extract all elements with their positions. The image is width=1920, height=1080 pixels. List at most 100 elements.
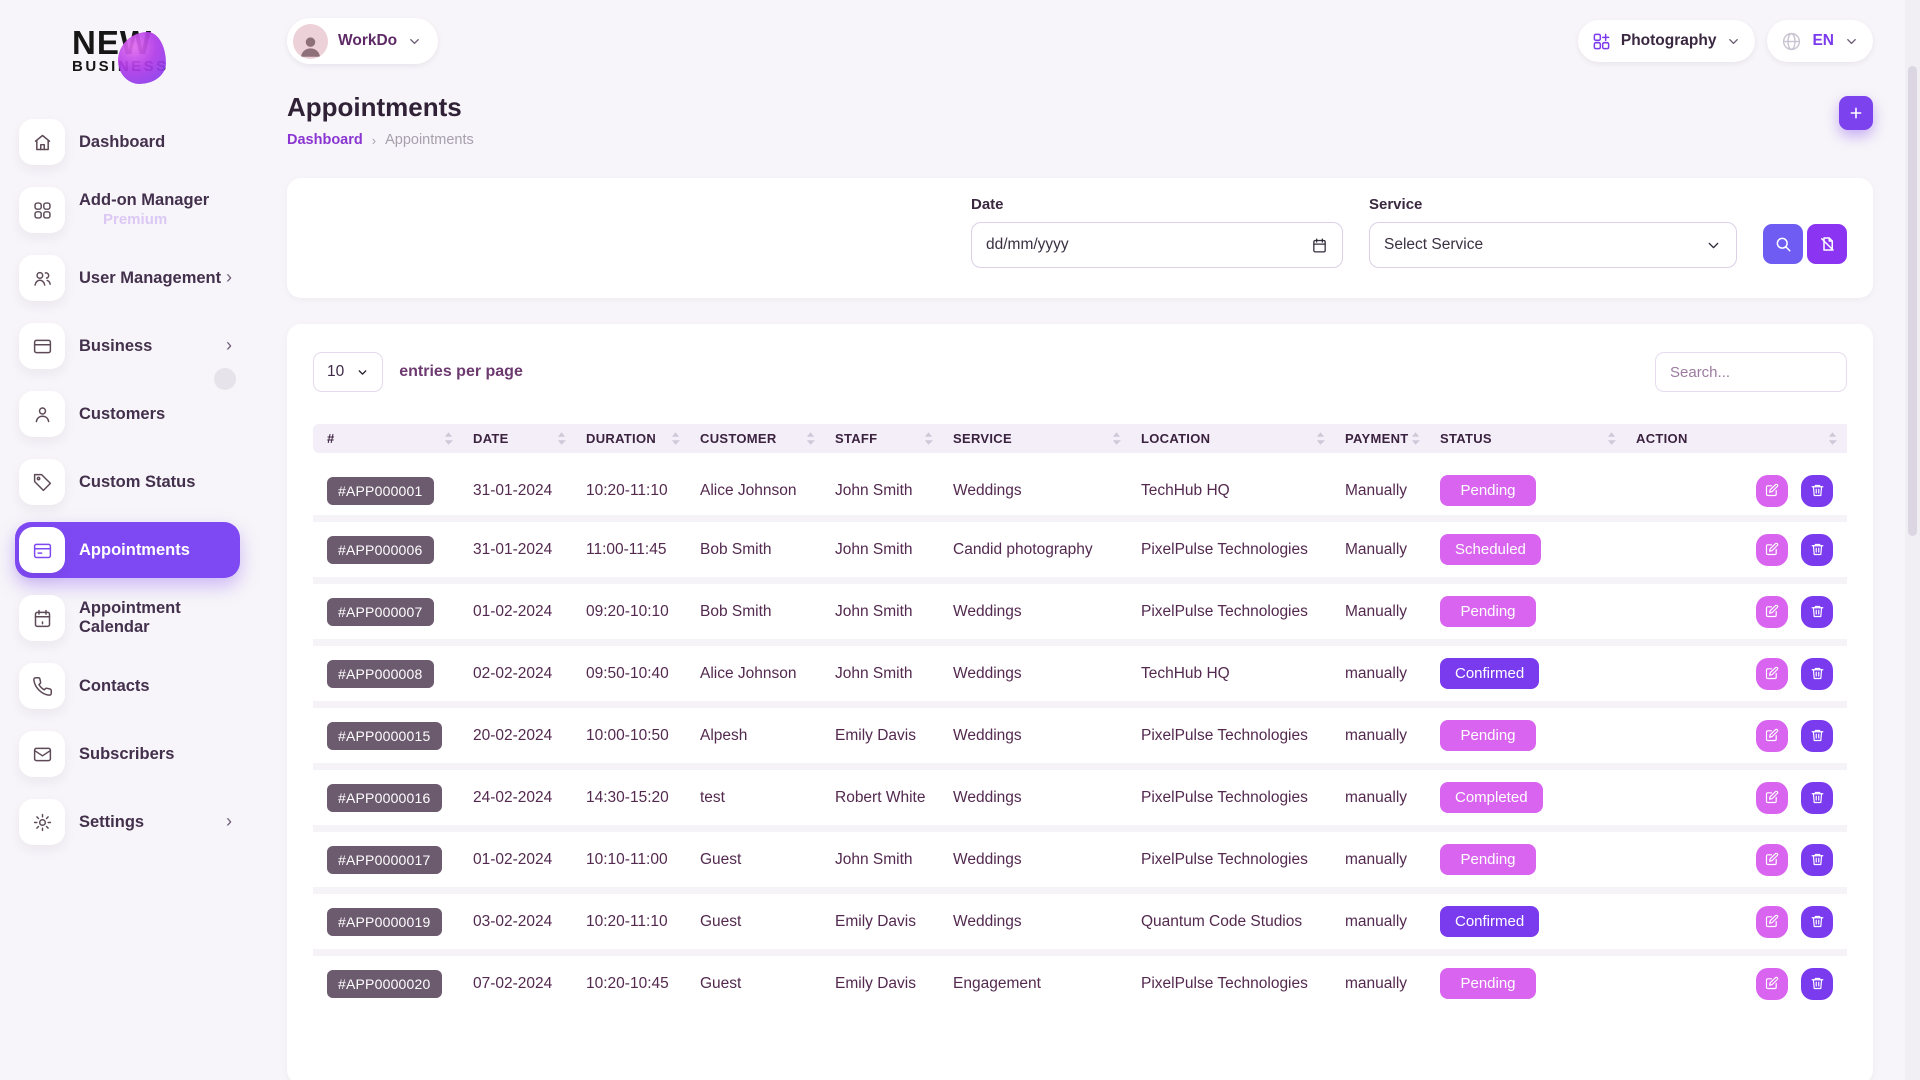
cell-duration: 10:20-11:10 bbox=[576, 453, 690, 515]
edit-button[interactable] bbox=[1756, 968, 1788, 1000]
cell-customer: Bob Smith bbox=[690, 577, 825, 639]
sort-icon[interactable] bbox=[1316, 431, 1325, 446]
home-icon bbox=[32, 132, 53, 153]
edit-button[interactable] bbox=[1756, 475, 1788, 507]
language-menu[interactable]: EN bbox=[1767, 20, 1873, 62]
delete-button[interactable] bbox=[1801, 720, 1833, 752]
sidebar-item-custom-status[interactable]: Custom Status › bbox=[15, 454, 240, 510]
workspace-menu[interactable]: Photography bbox=[1578, 20, 1756, 62]
delete-button[interactable] bbox=[1801, 906, 1833, 938]
service-filter-value: Select Service bbox=[1384, 236, 1483, 254]
delete-button[interactable] bbox=[1801, 475, 1833, 507]
table-search-input[interactable] bbox=[1655, 352, 1847, 392]
sidebar-item-business[interactable]: Business › bbox=[15, 318, 240, 374]
service-filter-select[interactable]: Select Service bbox=[1369, 222, 1737, 268]
cell-location: PixelPulse Technologies bbox=[1131, 701, 1335, 763]
mail-icon bbox=[32, 744, 53, 765]
edit-button[interactable] bbox=[1756, 782, 1788, 814]
edit-pencil-icon bbox=[1764, 604, 1779, 619]
sort-icon[interactable] bbox=[1112, 431, 1121, 446]
cell-staff: Emily Davis bbox=[825, 701, 943, 763]
cell-location: TechHub HQ bbox=[1131, 639, 1335, 701]
cell-duration: 10:20-11:10 bbox=[576, 887, 690, 949]
sidebar-item-user-management[interactable]: User Management › bbox=[15, 250, 240, 306]
sort-icon[interactable] bbox=[671, 431, 680, 446]
sidebar-item-appointments[interactable]: Appointments › bbox=[15, 522, 240, 578]
service-filter-label: Service bbox=[1369, 196, 1737, 213]
delete-button[interactable] bbox=[1801, 658, 1833, 690]
column-header[interactable]: SERVICE bbox=[943, 424, 1131, 453]
cell-location: TechHub HQ bbox=[1131, 453, 1335, 515]
user-name: WorkDo bbox=[338, 32, 397, 50]
cell-payment: Manually bbox=[1335, 577, 1430, 639]
scrollbar-thumb[interactable] bbox=[1908, 66, 1917, 536]
sort-icon[interactable] bbox=[1411, 431, 1420, 446]
sort-icon[interactable] bbox=[444, 431, 453, 446]
sort-icon[interactable] bbox=[806, 431, 815, 446]
sort-icon[interactable] bbox=[1607, 431, 1616, 446]
edit-pencil-icon bbox=[1764, 976, 1779, 991]
edit-button[interactable] bbox=[1756, 906, 1788, 938]
appointment-row: #APP000006 31-01-2024 11:00-11:45 Bob Sm… bbox=[313, 515, 1847, 577]
grid-plus-icon bbox=[1592, 32, 1611, 51]
sidebar-item-contacts[interactable]: Contacts › bbox=[15, 658, 240, 714]
delete-button[interactable] bbox=[1801, 596, 1833, 628]
chevron-down-icon bbox=[1705, 237, 1722, 254]
card-icon bbox=[32, 540, 53, 561]
sidebar-item-settings[interactable]: Settings › bbox=[15, 794, 240, 850]
chevron-right-icon: › bbox=[226, 336, 232, 354]
appointments-table: # DATE bbox=[313, 424, 1847, 1011]
column-header[interactable]: CUSTOMER bbox=[690, 424, 825, 453]
sort-icon[interactable] bbox=[924, 431, 933, 446]
column-header[interactable]: ACTION bbox=[1626, 424, 1847, 453]
cell-location: PixelPulse Technologies bbox=[1131, 515, 1335, 577]
sort-icon[interactable] bbox=[1828, 431, 1837, 446]
chevron-right-icon: › bbox=[226, 812, 232, 830]
cell-staff: Robert White bbox=[825, 763, 943, 825]
cell-customer: Bob Smith bbox=[690, 515, 825, 577]
cell-service: Candid photography bbox=[943, 515, 1131, 577]
edit-button[interactable] bbox=[1756, 720, 1788, 752]
edit-button[interactable] bbox=[1756, 844, 1788, 876]
sort-icon[interactable] bbox=[557, 431, 566, 446]
column-header[interactable]: DURATION bbox=[576, 424, 690, 453]
column-header[interactable]: PAYMENT bbox=[1335, 424, 1430, 453]
edit-button[interactable] bbox=[1756, 534, 1788, 566]
cell-payment: manually bbox=[1335, 825, 1430, 887]
appointments-table-card: 10 entries per page # bbox=[287, 324, 1873, 1080]
cell-service: Engagement bbox=[943, 949, 1131, 1011]
column-header[interactable]: STAFF bbox=[825, 424, 943, 453]
add-appointment-button[interactable] bbox=[1839, 96, 1873, 130]
sidebar-item-customers[interactable]: Customers › bbox=[15, 386, 240, 442]
cell-payment: manually bbox=[1335, 949, 1430, 1011]
delete-button[interactable] bbox=[1801, 968, 1833, 1000]
edit-button[interactable] bbox=[1756, 658, 1788, 690]
search-icon bbox=[1774, 235, 1792, 253]
apply-filter-button[interactable] bbox=[1763, 224, 1803, 264]
status-badge: Pending bbox=[1440, 596, 1536, 627]
user-menu[interactable]: WorkDo bbox=[287, 18, 438, 64]
sidebar-item-subscribers[interactable]: Subscribers › bbox=[15, 726, 240, 782]
breadcrumb-dashboard-link[interactable]: Dashboard bbox=[287, 132, 363, 148]
delete-button[interactable] bbox=[1801, 782, 1833, 814]
sidebar-item-dashboard[interactable]: Dashboard › bbox=[15, 114, 240, 170]
date-filter-value: dd/mm/yyyy bbox=[986, 236, 1069, 254]
cell-customer: Alpesh bbox=[690, 701, 825, 763]
column-header[interactable]: DATE bbox=[463, 424, 576, 453]
edit-button[interactable] bbox=[1756, 596, 1788, 628]
delete-button[interactable] bbox=[1801, 844, 1833, 876]
brand-logo[interactable]: NEW BUSINESS bbox=[0, 26, 255, 100]
reset-filter-button[interactable] bbox=[1807, 224, 1847, 264]
column-header[interactable]: # bbox=[313, 424, 463, 453]
column-header[interactable]: LOCATION bbox=[1131, 424, 1335, 453]
date-filter-input[interactable]: dd/mm/yyyy bbox=[971, 222, 1343, 268]
column-header[interactable]: STATUS bbox=[1430, 424, 1626, 453]
window-scrollbar[interactable] bbox=[1905, 0, 1920, 1080]
clear-filter-icon bbox=[1818, 235, 1836, 253]
entries-per-page-select[interactable]: 10 bbox=[313, 352, 383, 392]
sidebar-item-appointment-calendar[interactable]: Appointment Calendar › bbox=[15, 590, 240, 646]
delete-button[interactable] bbox=[1801, 534, 1833, 566]
sidebar-collapse-handle[interactable] bbox=[214, 368, 236, 390]
cell-customer: Guest bbox=[690, 887, 825, 949]
sidebar-item-addon-manager[interactable]: Add-on Manager Premium › bbox=[15, 182, 240, 238]
